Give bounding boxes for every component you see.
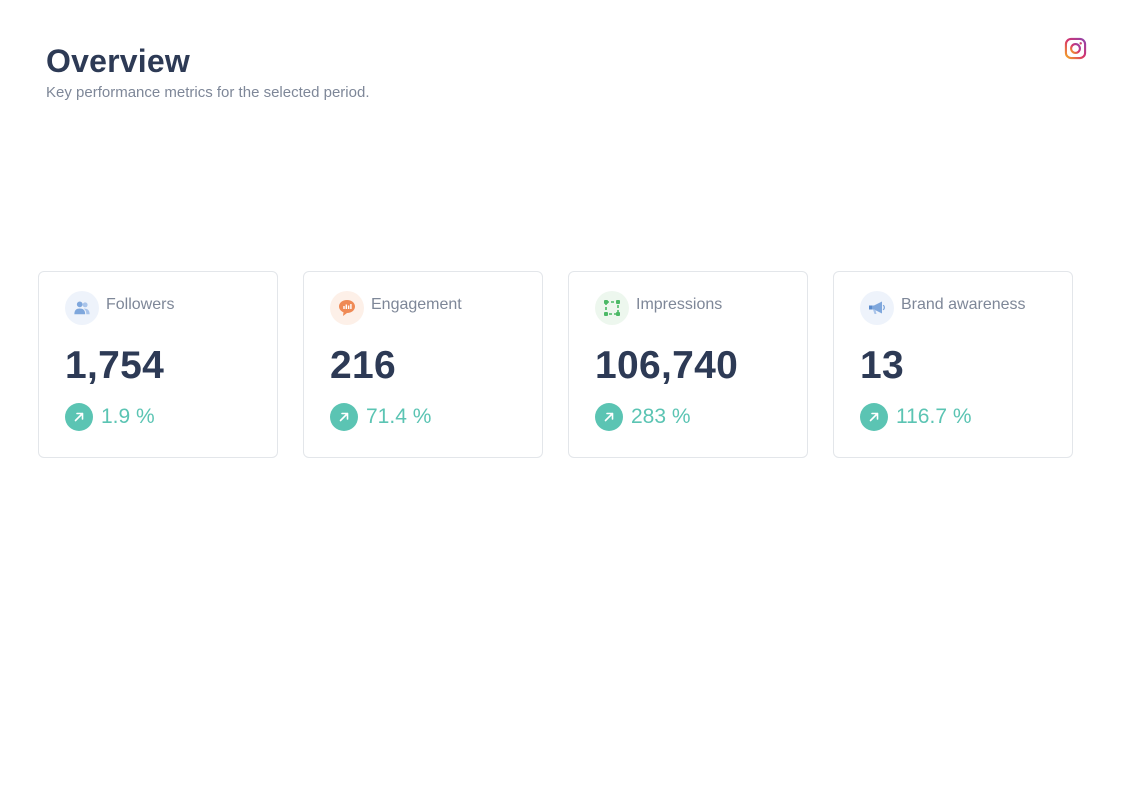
metric-value: 216 (330, 344, 396, 387)
metric-change-value: 283 % (631, 405, 691, 428)
metric-label: Followers (106, 296, 175, 313)
metric-change: 116.7 % (860, 403, 972, 431)
metric-change: 1.9 % (65, 403, 155, 431)
page-title: Overview (46, 43, 190, 79)
page-subtitle: Key performance metrics for the selected… (46, 84, 370, 101)
arrow-up-right-icon (330, 403, 358, 431)
chat-chart-icon (330, 291, 364, 325)
metric-change: 283 % (595, 403, 691, 431)
metric-label: Engagement (371, 296, 462, 313)
megaphone-icon (860, 291, 894, 325)
metric-card-brand-awareness: Brand awareness 13 116.7 % (833, 271, 1073, 458)
metric-value: 106,740 (595, 344, 739, 387)
metrics-cards: Followers 1,754 1.9 % Engagement 216 (38, 271, 1073, 458)
arrow-up-right-icon (65, 403, 93, 431)
metric-label: Brand awareness (901, 296, 1026, 313)
metric-change-value: 1.9 % (101, 405, 155, 428)
arrow-up-right-icon (595, 403, 623, 431)
page-header: Overview Key performance metrics for the… (46, 40, 369, 104)
arrow-up-right-icon (860, 403, 888, 431)
metric-change: 71.4 % (330, 403, 431, 431)
metric-change-value: 116.7 % (896, 405, 972, 428)
metric-card-impressions: Impressions 106,740 283 % (568, 271, 808, 458)
metric-value: 13 (860, 344, 904, 387)
instagram-icon (1064, 37, 1087, 60)
frame-icon (595, 291, 629, 325)
metric-label: Impressions (636, 296, 723, 313)
metric-card-followers: Followers 1,754 1.9 % (38, 271, 278, 458)
users-icon (65, 291, 99, 325)
metric-value: 1,754 (65, 344, 165, 387)
metric-card-engagement: Engagement 216 71.4 % (303, 271, 543, 458)
metric-change-value: 71.4 % (366, 405, 432, 428)
